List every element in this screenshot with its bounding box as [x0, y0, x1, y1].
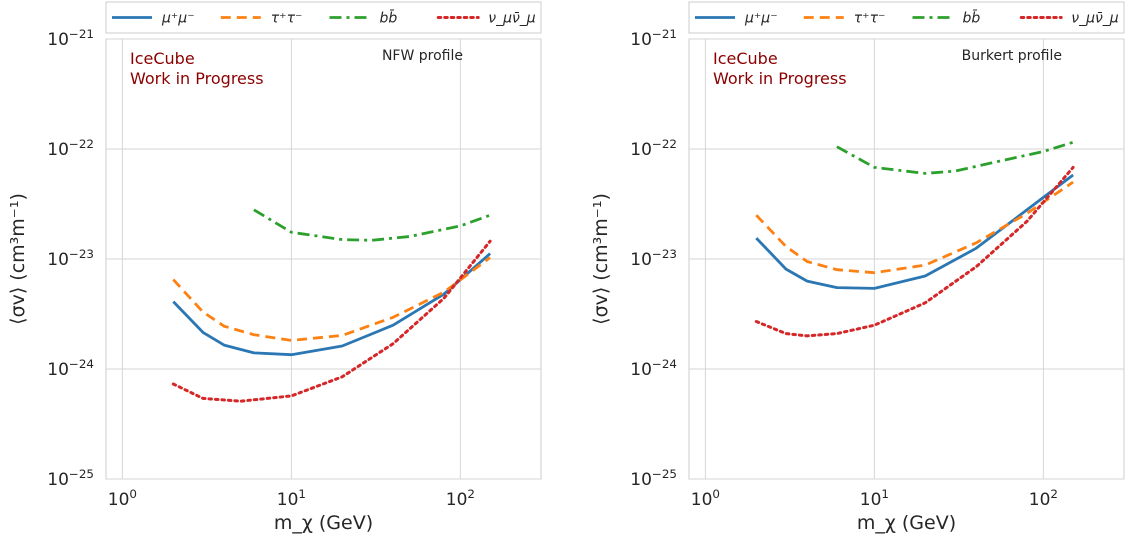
series-line-1	[755, 173, 1074, 290]
y-tick-exp: −22	[652, 137, 677, 151]
y-tick-base: 10	[630, 250, 652, 270]
x-tick-label: 102	[446, 487, 475, 510]
y-tick-label: 10−25	[630, 467, 677, 490]
x-tick-base: 10	[277, 490, 299, 510]
legend: μ⁺μ⁻ τ⁺τ⁻ bb̄ ν_μν̄_μ	[688, 1, 1125, 34]
x-tick-label: 100	[108, 487, 137, 510]
x-tick-base: 10	[691, 490, 713, 510]
y-tick-label: 10−21	[47, 27, 94, 50]
x-tick-label: 100	[691, 487, 720, 510]
legend-label: ν_μν̄_μ	[488, 11, 536, 27]
legend-frame	[105, 1, 542, 34]
series-line-3	[836, 140, 1074, 175]
series-line-1	[172, 252, 492, 357]
x-tick-base: 10	[1029, 490, 1051, 510]
watermark-line: IceCube	[130, 49, 195, 68]
series-line-2	[755, 180, 1074, 275]
series-line-4	[171, 239, 492, 403]
legend: μ⁺μ⁻ τ⁺τ⁻ bb̄ ν_μν̄_μ	[105, 1, 542, 34]
x-tick-exp: 1	[881, 487, 889, 501]
y-tick-exp: −25	[652, 467, 677, 481]
y-tick-exp: −22	[69, 137, 94, 151]
profile-annotation: Burkert profile	[962, 48, 1062, 64]
watermark-line: Work in Progress	[713, 69, 847, 88]
legend-label: τ⁺τ⁻	[271, 11, 303, 27]
y-tick-base: 10	[630, 30, 652, 50]
x-tick-exp: 2	[467, 487, 475, 501]
legend-label: τ⁺τ⁻	[854, 11, 886, 27]
y-tick-base: 10	[630, 360, 652, 380]
y-axis-label: ⟨σv⟩ (cm³m⁻¹)	[590, 193, 612, 325]
y-tick-base: 10	[630, 140, 652, 160]
y-tick-label: 10−23	[630, 247, 677, 270]
series-line-2	[172, 256, 491, 342]
x-tick-label: 102	[1029, 487, 1058, 510]
y-tick-base: 10	[47, 360, 69, 380]
y-tick-base: 10	[47, 30, 69, 50]
y-tick-exp: −21	[652, 27, 677, 41]
y-tick-label: 10−25	[47, 467, 94, 490]
legend-label: bb̄	[380, 9, 398, 27]
legend-label: bb̄	[963, 9, 981, 27]
y-tick-label: 10−24	[630, 357, 677, 380]
x-tick-exp: 0	[129, 487, 137, 501]
y-tick-base: 10	[630, 470, 652, 490]
y-tick-exp: −25	[69, 467, 94, 481]
y-tick-exp: −23	[69, 247, 94, 261]
y-tick-label: 10−22	[47, 137, 94, 160]
series-line-4	[754, 165, 1075, 338]
x-axis-label: m_χ (GeV)	[274, 512, 373, 534]
y-tick-label: 10−23	[47, 247, 94, 270]
y-tick-exp: −24	[69, 357, 94, 371]
watermark-line: IceCube	[713, 49, 778, 68]
y-tick-base: 10	[47, 250, 69, 270]
y-tick-exp: −21	[69, 27, 94, 41]
watermark-line: Work in Progress	[130, 69, 264, 88]
y-tick-label: 10−24	[47, 357, 94, 380]
x-tick-base: 10	[108, 490, 130, 510]
series-line-3	[253, 208, 491, 242]
y-tick-label: 10−21	[630, 27, 677, 50]
x-tick-base: 10	[860, 490, 882, 510]
y-tick-base: 10	[47, 140, 69, 160]
legend-frame	[688, 1, 1125, 34]
profile-annotation: NFW profile	[382, 48, 463, 64]
y-tick-label: 10−22	[630, 137, 677, 160]
x-tick-base: 10	[446, 490, 468, 510]
x-axis-label: m_χ (GeV)	[857, 512, 956, 534]
x-tick-exp: 1	[298, 487, 306, 501]
legend-label: μ⁺μ⁻	[744, 11, 778, 27]
y-tick-base: 10	[47, 470, 69, 490]
legend-label: μ⁺μ⁻	[161, 11, 195, 27]
x-tick-exp: 0	[712, 487, 720, 501]
y-tick-exp: −24	[652, 357, 677, 371]
y-axis-label: ⟨σv⟩ (cm³m⁻¹)	[7, 193, 29, 325]
y-tick-exp: −23	[652, 247, 677, 261]
legend-label: ν_μν̄_μ	[1071, 11, 1119, 27]
x-tick-label: 101	[860, 487, 889, 510]
x-tick-label: 101	[277, 487, 306, 510]
x-tick-exp: 2	[1050, 487, 1058, 501]
